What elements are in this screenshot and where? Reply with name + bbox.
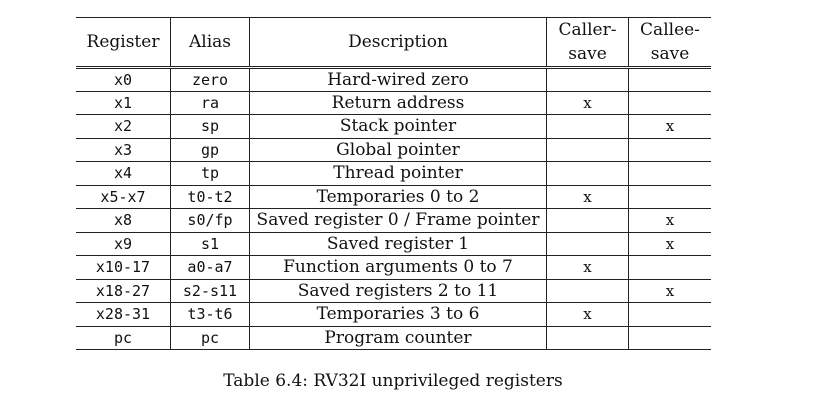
callee-save-cell [628, 66, 711, 91]
table-row: x3 gp Global pointer [76, 138, 711, 162]
callee-save-cell [628, 185, 711, 209]
header-caller-save: Caller- save [546, 17, 629, 68]
alias-cell: s1 [170, 232, 250, 256]
header-caller-line2: save [568, 44, 607, 64]
register-cell: x3 [113, 140, 133, 159]
table-row: x9 s1 Saved register 1 x [76, 232, 711, 256]
alias-cell: t0-t2 [170, 185, 250, 209]
description-cell: Temporaries 3 to 6 [249, 302, 547, 326]
caller-save-cell [546, 326, 629, 350]
table-row: x8 s0/fp Saved register 0 / Frame pointer x [76, 208, 711, 232]
alias-cell: pc [170, 326, 250, 350]
caller-save-cell [546, 161, 629, 185]
alias-cell: s2-s11 [170, 279, 250, 303]
table-header: Register Alias Description Caller- save … [76, 17, 711, 68]
alias-cell: tp [170, 161, 250, 185]
table-row: x18-27 s2-s11 Saved registers 2 to 11 x [76, 279, 711, 303]
header-register: Register [86, 32, 160, 52]
register-cell: pc [113, 328, 133, 347]
alias-cell: ra [170, 91, 250, 115]
table-row: pc pc Program counter [76, 326, 711, 350]
description-cell: Stack pointer [249, 114, 547, 138]
caller-save-cell [546, 66, 629, 91]
caller-save-cell: x [546, 255, 629, 279]
callee-save-cell [628, 255, 711, 279]
registers-table: Register Alias Description Caller- save … [76, 17, 711, 350]
description-cell: Program counter [249, 326, 547, 350]
alias-cell: sp [170, 114, 250, 138]
caller-save-cell [546, 208, 629, 232]
description-cell: Return address [249, 91, 547, 115]
caller-save-cell [546, 232, 629, 256]
caller-save-cell: x [546, 302, 629, 326]
register-cell: x18-27 [95, 281, 151, 300]
caller-save-cell: x [546, 91, 629, 115]
callee-save-cell [628, 138, 711, 162]
description-cell: Thread pointer [249, 161, 547, 185]
callee-save-cell: x [628, 279, 711, 303]
table-caption: Table 6.4: RV32I unprivileged registers [223, 371, 563, 391]
caller-save-cell: x [546, 185, 629, 209]
callee-save-cell: x [628, 232, 711, 256]
callee-save-cell [628, 161, 711, 185]
register-cell: x2 [113, 117, 133, 136]
register-cell: x4 [113, 164, 133, 183]
callee-save-cell [628, 326, 711, 350]
description-cell: Temporaries 0 to 2 [249, 185, 547, 209]
register-cell: x9 [113, 234, 133, 253]
register-cell: x5-x7 [100, 187, 146, 206]
register-cell: x1 [113, 93, 133, 112]
callee-save-cell [628, 302, 711, 326]
description-cell: Global pointer [249, 138, 547, 162]
register-cell: x8 [113, 211, 133, 230]
description-cell: Saved register 1 [249, 232, 547, 256]
alias-cell: zero [170, 66, 250, 91]
alias-cell: s0/fp [170, 208, 250, 232]
table-row: x4 tp Thread pointer [76, 161, 711, 185]
register-cell: x0 [76, 66, 171, 91]
header-caller-line1: Caller- [558, 20, 617, 40]
callee-save-cell: x [628, 208, 711, 232]
table-body: x0 zero Hard-wired zero x1 ra Return address x… [76, 66, 711, 350]
callee-save-cell: x [628, 114, 711, 138]
header-description: Description [249, 17, 547, 68]
caller-save-cell [546, 279, 629, 303]
header-callee-save: Callee- save [628, 17, 711, 68]
caller-save-cell [546, 138, 629, 162]
description-cell: Saved registers 2 to 11 [249, 279, 547, 303]
header-callee-line1: Callee- [640, 20, 700, 40]
alias-cell: a0-a7 [170, 255, 250, 279]
description-cell: Hard-wired zero [249, 66, 547, 91]
alias-cell: gp [170, 138, 250, 162]
table-row: x1 ra Return address x [76, 91, 711, 115]
caller-save-cell [546, 114, 629, 138]
header-alias: Alias [170, 17, 250, 68]
description-cell: Saved register 0 / Frame pointer [249, 208, 547, 232]
register-cell: x10-17 [95, 258, 151, 277]
table-row: x0 zero Hard-wired zero [76, 66, 711, 91]
alias-cell: t3-t6 [170, 302, 250, 326]
table-row: x2 sp Stack pointer x [76, 114, 711, 138]
header-row: Register Alias Description Caller- save … [76, 17, 711, 68]
register-cell: x28-31 [95, 305, 151, 324]
callee-save-cell [628, 91, 711, 115]
description-cell: Function arguments 0 to 7 [249, 255, 547, 279]
header-callee-line2: save [650, 44, 690, 64]
